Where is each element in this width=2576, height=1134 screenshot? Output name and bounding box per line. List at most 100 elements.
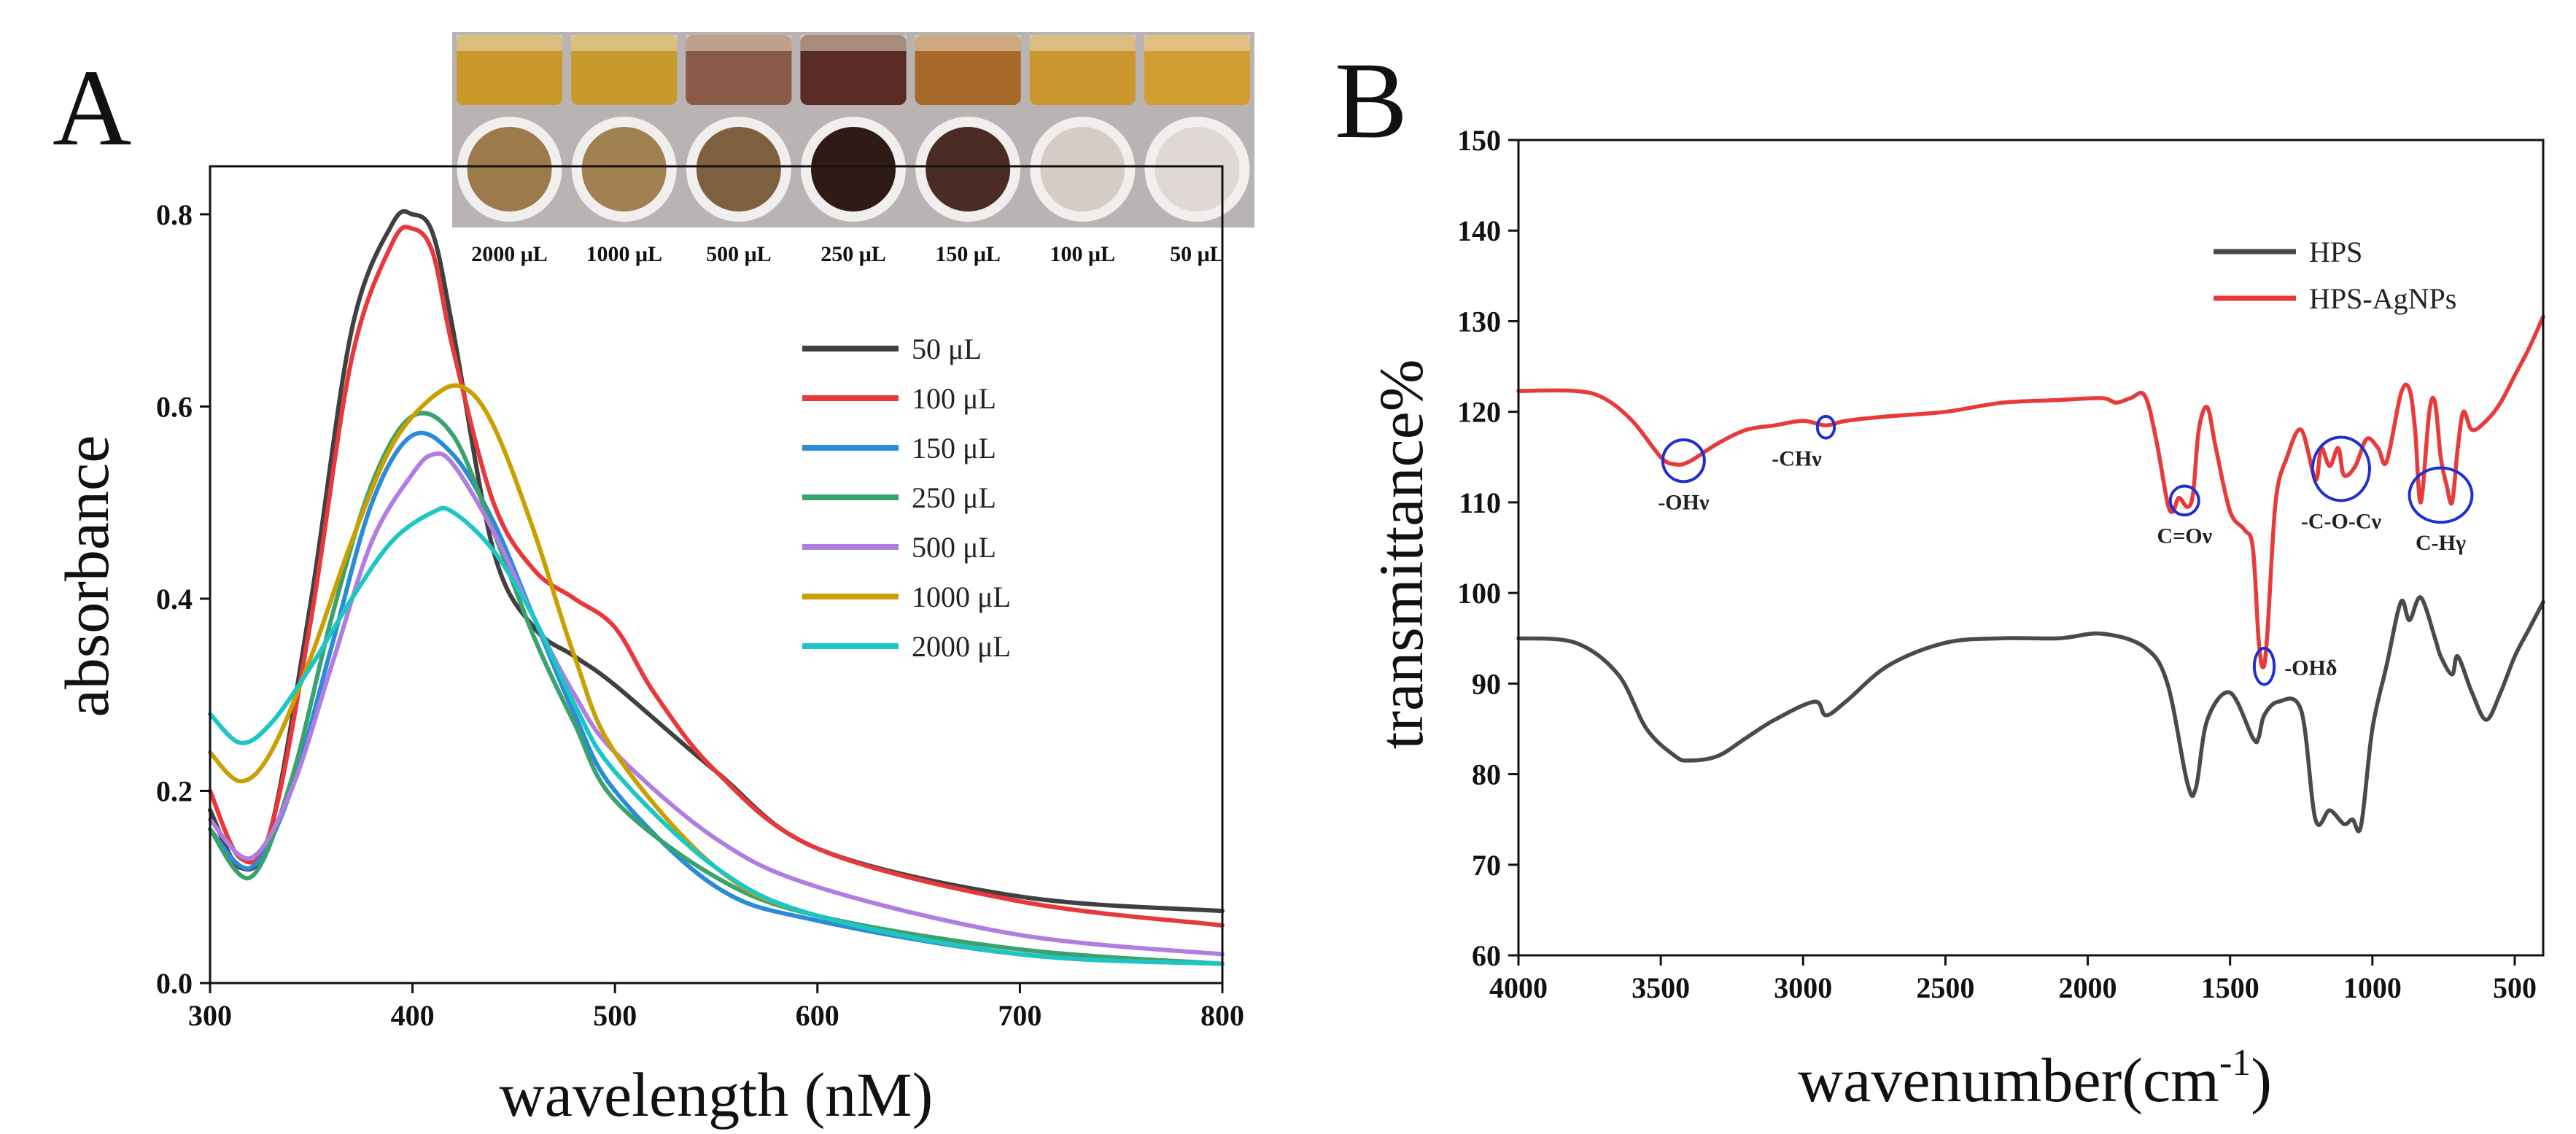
vial-label: 500 μL (706, 242, 772, 266)
uv-vis-series-line-1 (208, 225, 1225, 928)
ftir-x-tick-label: 2500 (1916, 971, 1974, 1004)
vial-liquid (571, 35, 678, 105)
ftir-series-line-1 (1516, 314, 2545, 669)
filter-disc-spot (467, 127, 552, 211)
ftir-legend: HPS HPS-AgNPs (2214, 236, 2456, 315)
filter-disc-spot (1040, 127, 1125, 211)
uv-vis-legend-label: 1000 μL (912, 580, 1011, 613)
ftir-peak-circle (2168, 484, 2200, 517)
ftir-x-tick-label: 4000 (1489, 971, 1548, 1004)
uv-vis-legend-label: 150 μL (912, 432, 996, 465)
uv-vis-x-tick-label: 400 (391, 999, 435, 1032)
ftir-peak-label: C=Oν (2157, 524, 2213, 548)
filter-disc-spot (1155, 127, 1240, 211)
uv-vis-series-line-6 (208, 505, 1225, 966)
filter-disc-spot (696, 127, 781, 211)
uv-vis-legend-label: 2000 μL (912, 630, 1011, 663)
filter-disc-spot (926, 127, 1011, 211)
ftir-x-axis-title-suffix: ) (2251, 1045, 2272, 1115)
vial-label: 50 μL (1170, 242, 1225, 266)
uv-vis-y-tick-label: 0.6 (156, 390, 193, 423)
ftir-y-tick-label: 100 (1457, 577, 1501, 610)
vial-glass-top (1029, 35, 1136, 51)
filter-disc-spot (811, 127, 896, 211)
uv-vis-y-tick-label: 0.4 (156, 583, 193, 615)
vial-label: 1000 μL (586, 242, 662, 266)
ftir-ticks: 4000 3500 3000 2500 2000 1500 1000 500 60 70 80 90 1… (1457, 124, 2537, 1004)
vial-liquid (915, 35, 1021, 105)
ftir-peak-circle (2252, 646, 2276, 686)
uv-vis-x-tick-label: 500 (593, 999, 637, 1032)
uv-vis-legend: 50 μL 100 μL 150 μL 250 μL 500 μL 1000 μL 2000… (802, 333, 1011, 663)
ftir-y-tick-label: 140 (1457, 214, 1501, 247)
vial-liquid (686, 35, 792, 105)
uv-vis-series-line-2 (208, 430, 1225, 966)
ftir-x-axis-title-superscript: -1 (2219, 1042, 2251, 1084)
ftir-series-group (1516, 314, 2545, 834)
vial-photo-inset: 2000 μL 1000 μL 500 μL 250 μL 150 μL 100 μL 50… (452, 32, 1254, 266)
uv-vis-y-tick-label: 0.0 (156, 967, 193, 1000)
uv-vis-x-tick-label: 600 (796, 999, 839, 1032)
vial-label: 250 μL (820, 242, 886, 266)
ftir-y-tick-label: 130 (1457, 305, 1501, 338)
uv-vis-x-axis-title: wavelength (nM) (500, 1060, 934, 1130)
vial-row (457, 35, 1250, 222)
ftir-y-tick-label: 120 (1457, 396, 1501, 429)
uv-vis-legend-label: 50 μL (912, 333, 982, 365)
ftir-y-axis-title: transmittance% (1366, 360, 1436, 750)
uv-vis-x-tick-label: 800 (1200, 999, 1244, 1032)
ftir-peak-circle (1815, 414, 1836, 440)
ftir-y-tick-label: 60 (1472, 939, 1501, 972)
uv-vis-chart: 300 400 500 600 700 800 0.0 0.2 0.4 0.6 0.8 50 μL 1… (52, 165, 1244, 1130)
ftir-y-tick-label: 150 (1457, 124, 1501, 157)
vial-liquid (1029, 35, 1136, 105)
ftir-x-tick-label: 3500 (1632, 971, 1690, 1004)
panel-b-letter: B (1335, 40, 1408, 161)
ftir-chart: -OHν -CHν C=Oν -C-O-Cν C-Hγ -OHδ 4000 3500 3000… (1366, 124, 2545, 1115)
ftir-peak-label: -OHν (1658, 490, 1710, 514)
uv-vis-plot-frame (209, 165, 1224, 985)
uv-vis-x-tick-label: 300 (188, 999, 232, 1032)
ftir-legend-label: HPS (2309, 236, 2362, 268)
ftir-x-axis-title: wavenumber(cm-1) (1798, 1042, 2272, 1115)
uv-vis-series-group (208, 209, 1225, 966)
ftir-y-tick-label: 70 (1472, 849, 1501, 882)
vial-liquid (800, 35, 907, 105)
ftir-x-tick-label: 1000 (2343, 971, 2402, 1004)
ftir-series-line-0 (1516, 595, 2545, 834)
ftir-y-tick-label: 90 (1472, 667, 1501, 700)
uv-vis-ticks: 300 400 500 600 700 800 0.0 0.2 0.4 0.6 0.8 (156, 198, 1244, 1032)
vial-label-row: 2000 μL 1000 μL 500 μL 250 μL 150 μL 100 μL 50… (471, 242, 1224, 266)
vial-glass-top (1144, 35, 1250, 51)
ftir-x-tick-label: 3000 (1774, 971, 1832, 1004)
vial-glass-top (457, 35, 563, 51)
vial-liquid (1144, 35, 1250, 105)
ftir-x-tick-label: 1500 (2201, 971, 2259, 1004)
vial-glass-top (686, 35, 792, 51)
uv-vis-series-line-4 (208, 451, 1225, 957)
panel-a-letter: A (53, 47, 131, 168)
uv-vis-y-tick-label: 0.2 (156, 774, 193, 807)
ftir-legend-label: HPS-AgNPs (2309, 282, 2456, 315)
vial-glass-top (915, 35, 1021, 51)
ftir-x-tick-label: 500 (2493, 971, 2537, 1004)
vial-label: 150 μL (935, 242, 1001, 266)
uv-vis-x-tick-label: 700 (998, 999, 1041, 1032)
ftir-x-tick-label: 2000 (2059, 971, 2117, 1004)
vial-liquid (457, 35, 563, 105)
vial-glass-top (800, 35, 907, 51)
uv-vis-series-line-3 (208, 411, 1225, 966)
ftir-peak-circle (1661, 438, 1706, 483)
vial-label: 100 μL (1050, 242, 1116, 266)
ftir-peak-label: -C-O-Cν (2301, 509, 2382, 533)
ftir-y-tick-label: 80 (1472, 758, 1501, 791)
ftir-x-axis-title-main: wavenumber(cm (1798, 1045, 2219, 1115)
vial-label: 2000 μL (471, 242, 548, 266)
uv-vis-legend-label: 250 μL (912, 481, 996, 514)
ftir-annotations: -OHν -CHν C=Oν -C-O-Cν C-Hγ -OHδ (1658, 414, 2474, 686)
ftir-peak-circle (2311, 435, 2371, 502)
ftir-y-tick-label: 110 (1459, 486, 1501, 519)
vial-glass-top (571, 35, 678, 51)
uv-vis-legend-label: 500 μL (912, 531, 996, 564)
